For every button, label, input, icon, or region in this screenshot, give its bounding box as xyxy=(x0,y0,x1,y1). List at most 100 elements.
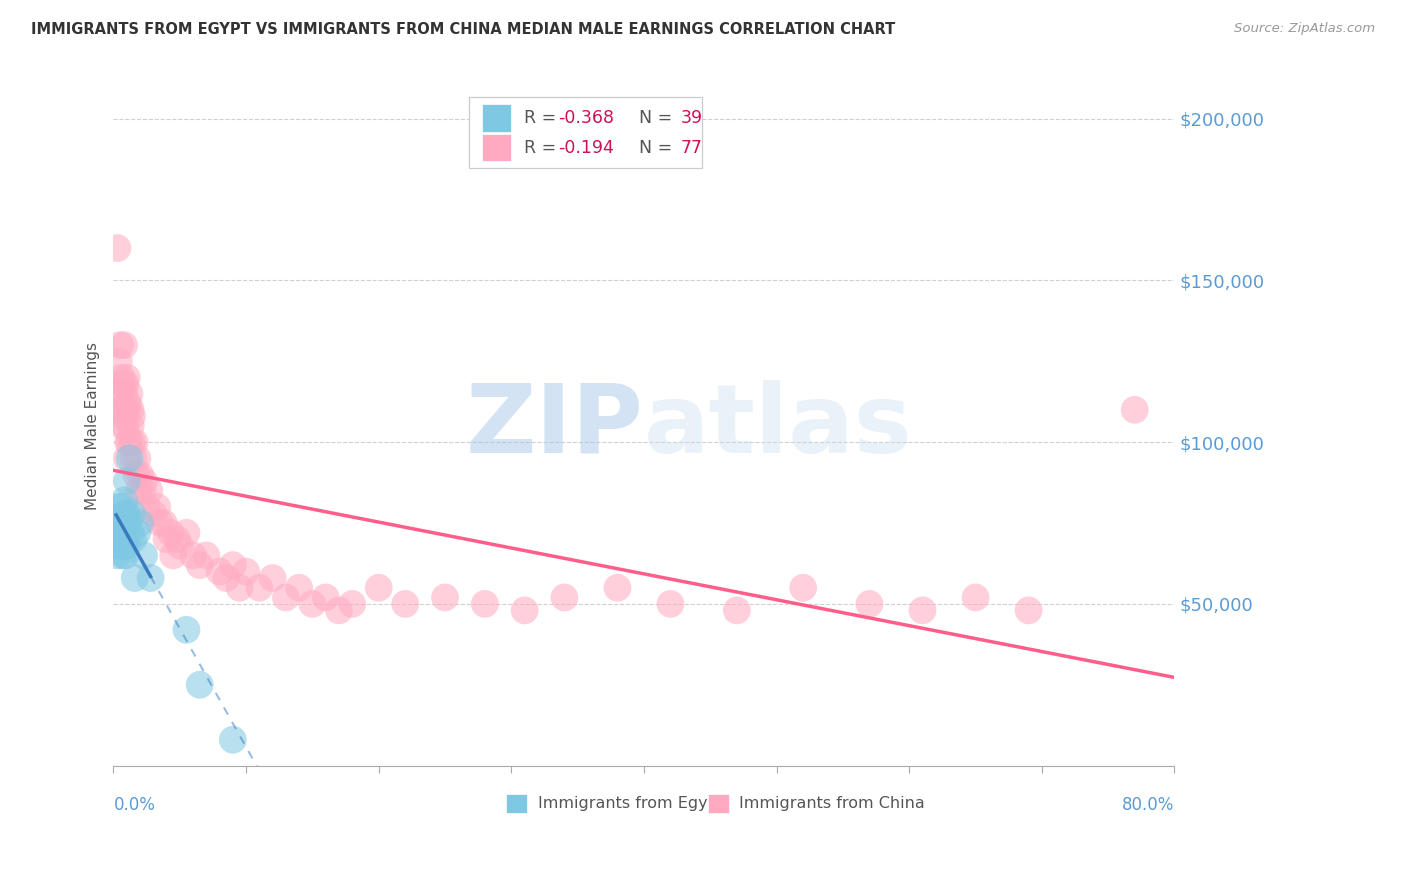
Point xyxy=(606,581,628,595)
Point xyxy=(131,483,153,498)
FancyBboxPatch shape xyxy=(482,104,512,131)
Point xyxy=(110,500,132,514)
Point xyxy=(112,493,135,508)
Point xyxy=(474,597,496,611)
Point xyxy=(112,539,135,553)
Point xyxy=(274,591,297,605)
Point xyxy=(195,549,218,563)
Point xyxy=(107,549,129,563)
Text: ZIP: ZIP xyxy=(467,379,644,473)
Point xyxy=(127,525,149,540)
Point xyxy=(114,549,136,563)
Point xyxy=(121,506,143,520)
Point xyxy=(176,525,198,540)
Text: R =: R = xyxy=(524,139,562,157)
Text: Immigrants from Egypt: Immigrants from Egypt xyxy=(538,796,724,811)
Text: Immigrants from China: Immigrants from China xyxy=(740,796,925,811)
Point xyxy=(247,581,270,595)
Point xyxy=(115,474,138,488)
Point xyxy=(107,525,129,540)
Text: -0.368: -0.368 xyxy=(558,109,614,127)
Point xyxy=(111,419,134,434)
Point xyxy=(110,386,132,401)
Point xyxy=(262,571,284,585)
Point xyxy=(110,539,132,553)
Point xyxy=(139,571,162,585)
Point xyxy=(114,506,136,520)
Point xyxy=(215,571,238,585)
Point xyxy=(107,516,129,530)
Point xyxy=(112,386,135,401)
Text: N =: N = xyxy=(628,139,678,157)
Point xyxy=(911,603,934,617)
Point xyxy=(228,581,250,595)
Point xyxy=(288,581,311,595)
FancyBboxPatch shape xyxy=(470,96,703,168)
Point xyxy=(115,402,138,417)
Point xyxy=(513,603,536,617)
Point xyxy=(111,539,134,553)
Point xyxy=(155,533,177,547)
Y-axis label: Median Male Earnings: Median Male Earnings xyxy=(86,342,100,510)
Point xyxy=(553,591,575,605)
Point xyxy=(434,591,457,605)
Point xyxy=(117,396,139,410)
Point xyxy=(159,525,181,540)
Point xyxy=(222,558,245,573)
Point xyxy=(188,678,211,692)
Point xyxy=(117,516,139,530)
Point xyxy=(1123,402,1146,417)
Text: N =: N = xyxy=(628,109,678,127)
Point xyxy=(111,516,134,530)
Point xyxy=(107,533,129,547)
Text: 77: 77 xyxy=(681,139,703,157)
Text: -0.194: -0.194 xyxy=(558,139,614,157)
Point xyxy=(124,571,146,585)
Point xyxy=(112,516,135,530)
Point xyxy=(120,419,142,434)
Point xyxy=(146,500,169,514)
Point xyxy=(112,338,135,352)
Point xyxy=(1018,603,1040,617)
Point xyxy=(107,241,129,255)
Point xyxy=(342,597,364,611)
FancyBboxPatch shape xyxy=(707,794,728,813)
Point xyxy=(208,565,231,579)
Point xyxy=(222,732,245,747)
Point xyxy=(188,558,211,573)
Point xyxy=(176,623,198,637)
Point xyxy=(114,376,136,391)
Text: atlas: atlas xyxy=(644,379,912,473)
Point xyxy=(108,402,131,417)
Point xyxy=(125,467,148,482)
Text: 0.0%: 0.0% xyxy=(114,797,156,814)
Point xyxy=(115,370,138,384)
Point xyxy=(149,516,172,530)
Point xyxy=(166,533,188,547)
Point xyxy=(115,539,138,553)
Point xyxy=(132,549,155,563)
Point xyxy=(121,409,143,424)
Text: R =: R = xyxy=(524,109,562,127)
Point xyxy=(118,386,141,401)
Point xyxy=(315,591,337,605)
Point xyxy=(162,549,184,563)
Point xyxy=(107,539,129,553)
Point xyxy=(112,409,135,424)
Point xyxy=(169,539,191,553)
Point xyxy=(301,597,323,611)
Point xyxy=(107,500,129,514)
Point xyxy=(108,539,131,553)
Point xyxy=(108,509,131,524)
Point xyxy=(118,435,141,450)
Point xyxy=(115,506,138,520)
Point xyxy=(118,451,141,466)
Point xyxy=(114,419,136,434)
Point xyxy=(108,523,131,537)
Point xyxy=(181,549,204,563)
Point xyxy=(108,338,131,352)
Point xyxy=(121,435,143,450)
Point xyxy=(111,549,134,563)
Point xyxy=(120,402,142,417)
Point xyxy=(120,525,142,540)
